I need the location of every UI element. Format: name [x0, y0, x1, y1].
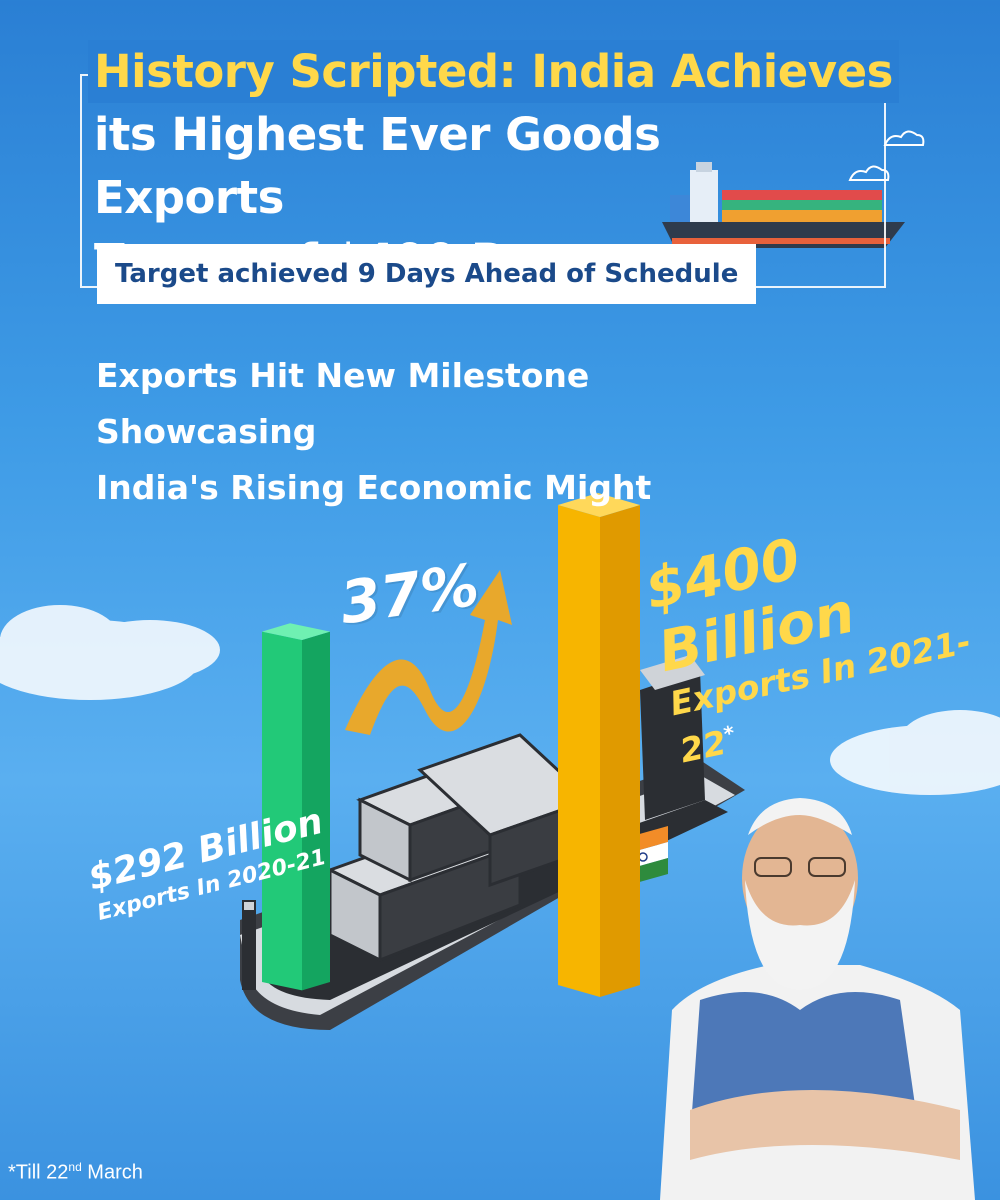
headline-line-2: its Highest Ever Goods Exports [94, 108, 661, 224]
bar-2021-22 [558, 493, 640, 997]
footnote: *Till 22nd March [8, 1160, 143, 1185]
footnote-ordinal: nd [68, 1160, 82, 1174]
person-photo [660, 798, 975, 1200]
cloud-icon [0, 605, 1000, 795]
footnote-suffix: March [81, 1161, 143, 1184]
headline-line-1: History Scripted: India Achieves [88, 40, 899, 103]
growth-arrow-icon [345, 570, 512, 735]
cloud-icon [848, 130, 925, 181]
subhead: Exports Hit New Milestone Showcasing Ind… [96, 348, 796, 516]
cargo-ship-icon [662, 162, 905, 248]
footnote-prefix: *Till 22 [8, 1161, 69, 1184]
subhead-line-1: Exports Hit New Milestone Showcasing [96, 356, 590, 451]
target-achieved-badge: Target achieved 9 Days Ahead of Schedule [97, 244, 757, 304]
subhead-line-2: India's Rising Economic Might [96, 468, 652, 507]
bar-2020-21 [262, 623, 330, 991]
